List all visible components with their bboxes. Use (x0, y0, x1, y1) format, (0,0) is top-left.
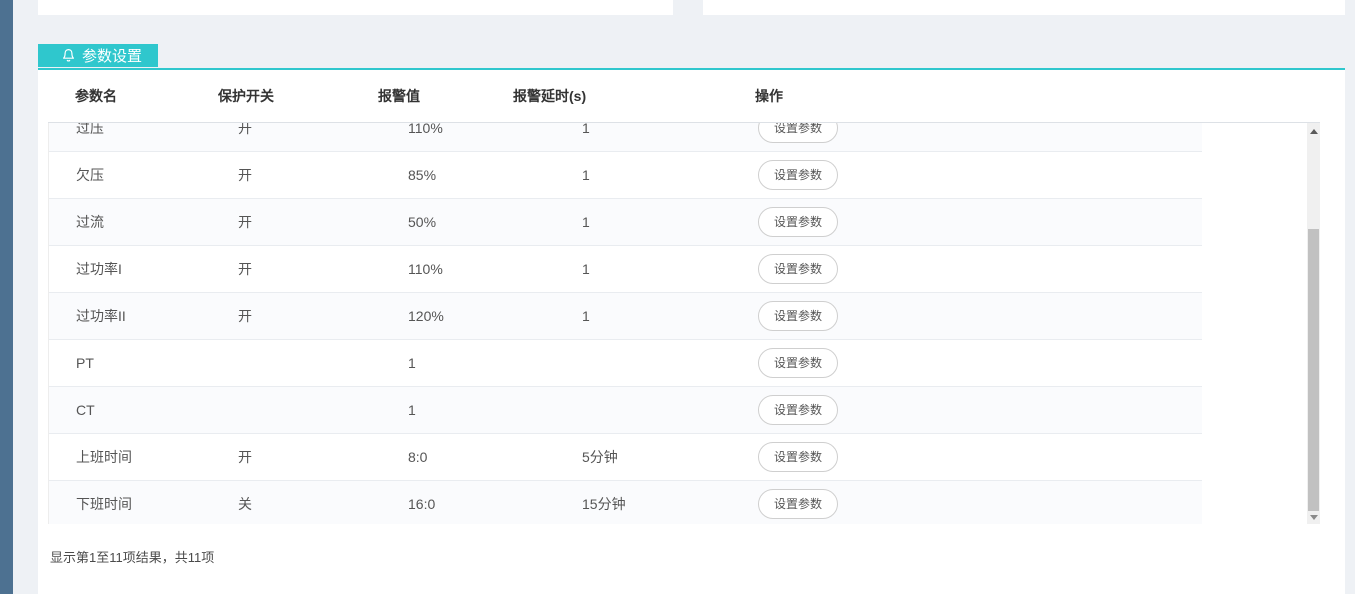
table-row: PT 1 设置参数 (49, 340, 1202, 387)
cell-alarm-delay: 1 (582, 122, 590, 136)
cell-alarm-value: 1 (408, 355, 416, 371)
cell-param-name: 过压 (76, 122, 104, 136)
cell-alarm-delay: 1 (582, 167, 590, 183)
table-row: 欠压 开 85% 1 设置参数 (49, 152, 1202, 199)
triangle-up-icon (1309, 128, 1318, 134)
column-header-delay: 报警延时(s) (513, 88, 587, 104)
set-params-button[interactable]: 设置参数 (758, 301, 839, 331)
cell-switch: 关 (238, 496, 252, 512)
table-row: 过功率II 开 120% 1 设置参数 (49, 293, 1202, 340)
cell-param-name: CT (76, 402, 95, 418)
panel-title-badge: 参数设置 (38, 44, 159, 67)
cell-param-name: 过流 (76, 214, 104, 230)
top-card-right (703, 0, 1345, 15)
cell-param-name: 下班时间 (76, 496, 132, 512)
set-params-button[interactable]: 设置参数 (758, 395, 839, 425)
cell-alarm-value: 8:0 (408, 449, 428, 465)
cell-param-name: PT (76, 355, 94, 371)
cell-alarm-value: 120% (408, 308, 444, 324)
results-summary: 显示第1至11项结果，共11项 (50, 550, 215, 565)
cell-alarm-delay: 5分钟 (582, 449, 618, 465)
cell-alarm-value: 110% (408, 261, 443, 277)
cell-switch: 开 (238, 449, 252, 465)
set-params-button[interactable]: 设置参数 (758, 207, 839, 237)
set-params-button[interactable]: 设置参数 (758, 442, 839, 472)
table-header-row: 参数名 保护开关 报警值 报警延时(s) 操作 (48, 70, 1202, 122)
cell-param-name: 过功率I (76, 261, 122, 277)
cell-param-name: 欠压 (76, 167, 104, 183)
set-params-button[interactable]: 设置参数 (758, 348, 839, 378)
cell-alarm-value: 110% (408, 122, 443, 136)
table-row: 下班时间 关 16:0 15分钟 设置参数 (49, 481, 1202, 524)
bell-icon (62, 48, 75, 63)
cell-switch: 开 (238, 214, 252, 230)
scrollbar-up-arrow[interactable] (1307, 123, 1320, 139)
vertical-scrollbar[interactable] (1307, 123, 1320, 524)
cell-param-name: 过功率II (76, 308, 126, 324)
set-params-button[interactable]: 设置参数 (758, 160, 839, 190)
cell-param-name: 上班时间 (76, 449, 132, 465)
cell-switch: 开 (238, 167, 252, 183)
table-row: 过压 开 110% 1 设置参数 (49, 122, 1202, 152)
scrollbar-thumb[interactable] (1308, 229, 1319, 511)
column-header-switch: 保护开关 (218, 88, 274, 104)
column-header-action: 操作 (755, 88, 783, 104)
set-params-button[interactable]: 设置参数 (758, 123, 839, 143)
cell-switch: 开 (238, 308, 252, 324)
sidebar-strip (0, 0, 13, 594)
table-row: 过流 开 50% 1 设置参数 (49, 199, 1202, 246)
cell-alarm-value: 85% (408, 167, 437, 183)
table-row: CT 1 设置参数 (49, 387, 1202, 434)
panel-title: 参数设置 (82, 48, 143, 65)
cell-alarm-delay: 1 (582, 214, 590, 230)
table-scroll-viewport[interactable]: 过压 开 110% 1 设置参数 欠压 开 85% 1 设置参数 过流 开 50… (48, 122, 1320, 524)
panel-divider-rule (38, 68, 1345, 70)
cell-alarm-delay: 1 (582, 261, 590, 277)
set-params-button[interactable]: 设置参数 (758, 489, 839, 519)
triangle-down-icon (1309, 514, 1318, 520)
parameters-card: 参数名 保护开关 报警值 报警延时(s) 操作 过压 开 110% 1 设置参数… (38, 70, 1345, 594)
cell-alarm-value: 1 (408, 402, 416, 418)
top-card-left (38, 0, 673, 15)
set-params-button[interactable]: 设置参数 (758, 254, 839, 284)
cell-switch: 开 (238, 261, 252, 277)
cell-switch: 开 (238, 122, 252, 136)
cell-alarm-delay: 15分钟 (582, 496, 626, 512)
cell-alarm-delay: 1 (582, 308, 590, 324)
column-header-value: 报警值 (378, 88, 420, 104)
scrollbar-down-arrow[interactable] (1307, 509, 1320, 524)
cell-alarm-value: 50% (408, 214, 437, 230)
table-row: 过功率I 开 110% 1 设置参数 (49, 246, 1202, 293)
table-body: 过压 开 110% 1 设置参数 欠压 开 85% 1 设置参数 过流 开 50… (48, 122, 1202, 524)
column-header-name: 参数名 (75, 88, 117, 104)
table-row: 上班时间 开 8:0 5分钟 设置参数 (49, 434, 1202, 481)
cell-alarm-value: 16:0 (408, 496, 436, 512)
